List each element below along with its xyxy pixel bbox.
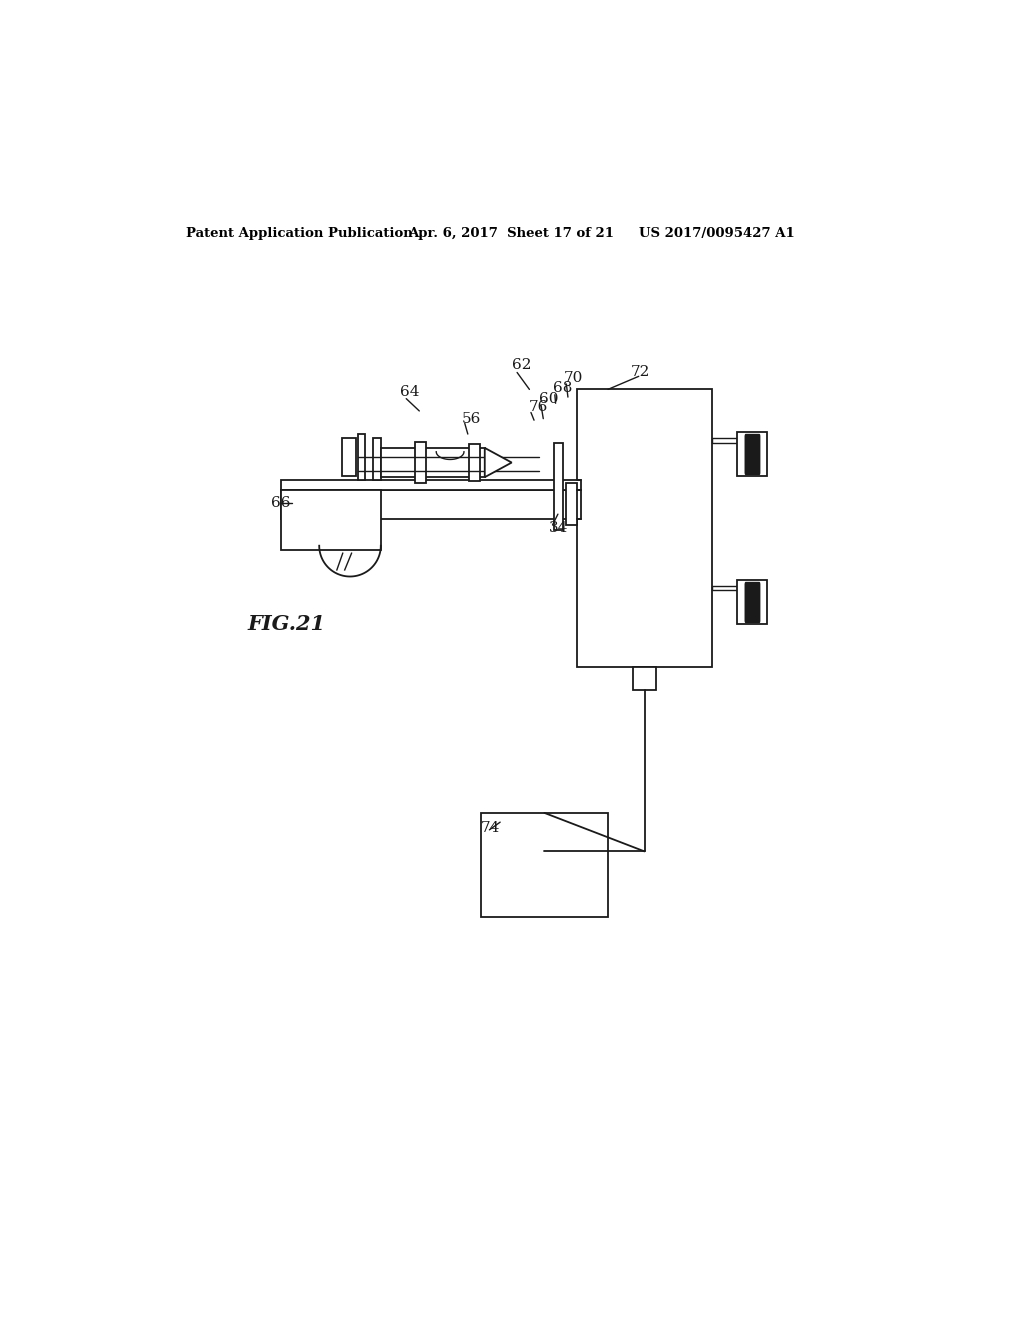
Text: Patent Application Publication: Patent Application Publication: [186, 227, 413, 240]
Bar: [745, 582, 759, 622]
Bar: [745, 434, 759, 474]
Bar: [554, 444, 563, 531]
Bar: [381, 447, 484, 478]
Bar: [578, 389, 712, 667]
Polygon shape: [484, 447, 512, 478]
Bar: [481, 813, 608, 917]
Text: 68: 68: [553, 381, 571, 395]
Bar: [357, 434, 366, 480]
Text: 74: 74: [481, 821, 501, 836]
Text: 66: 66: [270, 495, 290, 510]
Text: Apr. 6, 2017  Sheet 17 of 21: Apr. 6, 2017 Sheet 17 of 21: [408, 227, 613, 240]
Bar: [281, 490, 581, 519]
Bar: [281, 490, 381, 549]
Text: FIG.21: FIG.21: [248, 614, 326, 634]
Bar: [712, 586, 739, 590]
Text: 62: 62: [512, 358, 531, 372]
Text: 72: 72: [631, 366, 650, 379]
Bar: [469, 444, 480, 480]
Text: 64: 64: [400, 384, 420, 399]
Bar: [373, 438, 381, 480]
Text: 70: 70: [564, 371, 584, 385]
Text: 76: 76: [528, 400, 548, 414]
Bar: [565, 483, 578, 525]
Bar: [712, 438, 739, 442]
Text: 56: 56: [462, 412, 481, 425]
Bar: [633, 667, 656, 689]
Text: 34: 34: [549, 521, 568, 535]
Bar: [737, 579, 767, 624]
Bar: [416, 442, 426, 483]
Bar: [281, 480, 581, 490]
Text: 60: 60: [539, 392, 558, 407]
Text: US 2017/0095427 A1: US 2017/0095427 A1: [639, 227, 795, 240]
Bar: [737, 432, 767, 477]
Bar: [342, 438, 356, 477]
